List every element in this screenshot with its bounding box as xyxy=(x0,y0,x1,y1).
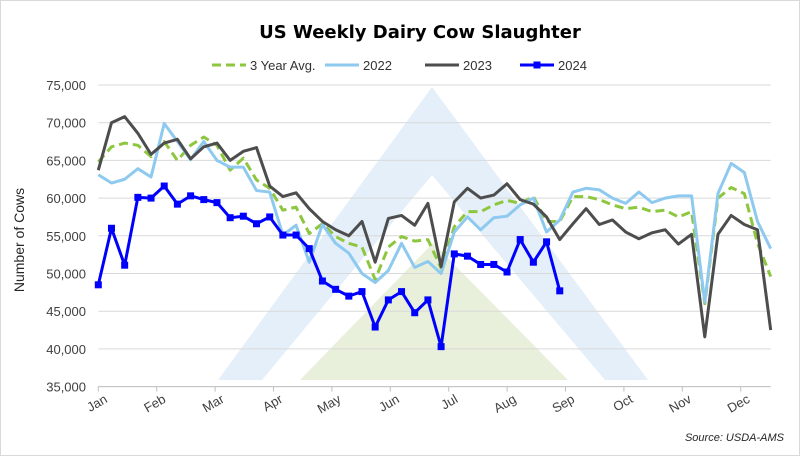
legend-label: 2022 xyxy=(363,58,392,73)
x-tick-label: Jun xyxy=(376,391,402,414)
series-2024-marker xyxy=(226,214,234,222)
y-axis-title: Number of Cows xyxy=(11,188,27,292)
series-2024-marker xyxy=(187,192,195,200)
series-2024-marker xyxy=(450,250,458,258)
x-axis: Jan Feb Mar Apr May Jun Jul Aug Sep Oct Nov Dec xyxy=(84,386,771,417)
series-2024-marker xyxy=(384,296,392,304)
series-2024-marker xyxy=(200,196,208,204)
series-2024-marker xyxy=(529,258,537,266)
legend-label: 3 Year Avg. xyxy=(250,58,316,73)
y-tick-label: 45,000 xyxy=(46,304,86,319)
legend-label: 2023 xyxy=(463,58,492,73)
series-2024-marker xyxy=(411,309,419,317)
series-2024-marker xyxy=(279,231,287,239)
y-tick-label: 40,000 xyxy=(46,342,86,357)
series-2024-marker xyxy=(213,199,221,207)
series-2022-line xyxy=(97,121,773,304)
x-tick-label: Mar xyxy=(200,391,227,416)
y-tick-label: 50,000 xyxy=(46,267,86,282)
series-2024-marker xyxy=(490,260,498,268)
series-2024-marker xyxy=(147,194,155,202)
x-tick-label: Dec xyxy=(725,391,753,416)
series-2024-marker xyxy=(121,261,129,269)
series-2024-marker xyxy=(239,212,247,220)
series-2024-marker xyxy=(332,285,340,293)
series-2024-marker xyxy=(477,260,485,268)
series-3-year-avg-line xyxy=(97,135,773,306)
series-2024-marker xyxy=(556,287,564,295)
series-2024-marker xyxy=(503,268,511,276)
x-tick-label: Nov xyxy=(666,391,694,416)
y-tick-label: 70,000 xyxy=(46,116,86,131)
y-tick-label: 55,000 xyxy=(46,229,86,244)
series-2024-marker xyxy=(358,288,366,296)
x-tick-label: Feb xyxy=(141,391,168,415)
x-tick-label: Oct xyxy=(610,391,635,414)
series-2024-marker xyxy=(371,323,379,331)
chart-title: US Weekly Dairy Cow Slaughter xyxy=(259,22,581,43)
series-2024-marker xyxy=(398,288,406,296)
series-2024-marker xyxy=(292,231,300,239)
series-2024-marker xyxy=(424,296,432,304)
series-2024-marker xyxy=(173,200,181,208)
series-2024-marker xyxy=(266,213,274,221)
series-2024-marker xyxy=(107,224,115,232)
series-2024-marker xyxy=(94,281,102,289)
series-lines xyxy=(94,115,773,351)
x-tick-label: Aug xyxy=(491,391,519,416)
x-tick-label: Jul xyxy=(438,391,460,412)
series-2024-marker xyxy=(134,193,142,201)
y-tick-label: 60,000 xyxy=(46,191,86,206)
y-tick-label: 35,000 xyxy=(46,380,86,395)
series-2024-marker xyxy=(463,252,471,260)
series-2023-line xyxy=(96,115,773,339)
series-2024-marker xyxy=(160,182,168,190)
x-tick-label: May xyxy=(315,391,344,417)
x-tick-label: Sep xyxy=(549,391,577,416)
legend-marker xyxy=(533,61,541,69)
x-tick-label: Jan xyxy=(84,391,110,414)
series-2024-marker xyxy=(543,238,551,246)
x-tick-label: Apr xyxy=(260,391,286,414)
series-2024-marker xyxy=(437,343,445,351)
series-2024-marker xyxy=(253,220,261,228)
legend-label: 2024 xyxy=(558,58,587,73)
series-2024-marker xyxy=(345,292,353,300)
series-2024-marker xyxy=(516,236,524,244)
series-2024-marker xyxy=(318,277,326,285)
legend: 3 Year Avg. 2022 2023 2024 xyxy=(212,58,587,73)
y-tick-label: 75,000 xyxy=(46,78,86,93)
y-tick-label: 65,000 xyxy=(46,153,86,168)
source-note: Source: USDA-AMS xyxy=(685,432,785,444)
y-axis: 35,000 40,000 45,000 50,000 55,000 60,000 65,0… xyxy=(46,78,86,395)
series-2024-marker xyxy=(305,245,313,253)
